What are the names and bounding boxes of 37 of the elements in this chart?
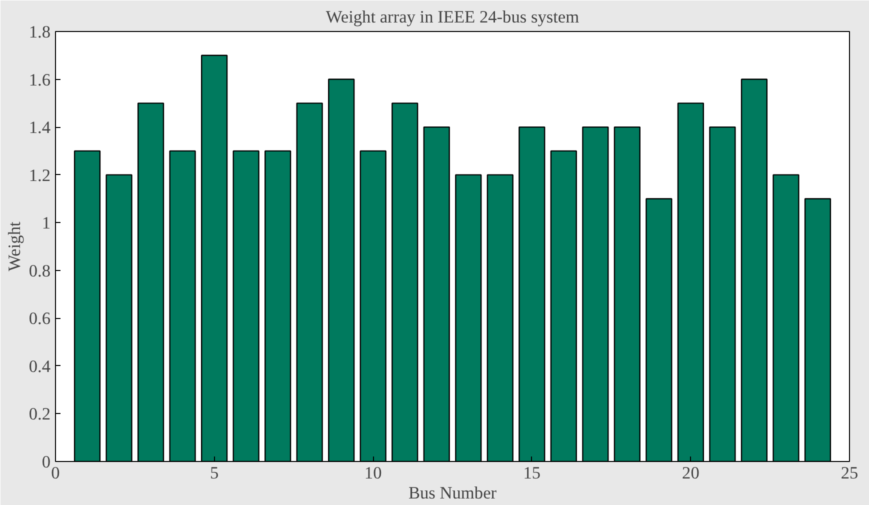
y-tick-label: 1 [42, 214, 51, 233]
bar [582, 126, 609, 462]
bar [423, 126, 450, 462]
x-tick-label: 10 [364, 464, 382, 482]
bar [740, 78, 768, 462]
x-axis-title: Bus Number [408, 484, 497, 502]
y-tick-label: 1.2 [28, 166, 51, 185]
bar [169, 150, 196, 462]
bar [550, 150, 577, 462]
x-tick-label: 20 [682, 464, 700, 482]
bar [804, 198, 832, 462]
x-tick-label: 5 [210, 464, 219, 482]
bar [328, 78, 355, 462]
bar [74, 150, 101, 462]
bar [646, 198, 672, 462]
y-tick-label: 1.6 [28, 70, 51, 90]
bar [264, 150, 292, 462]
bar [392, 102, 418, 462]
bar [296, 102, 323, 462]
chart-title: Weight array in IEEE 24-bus system [326, 8, 580, 26]
bar [232, 150, 260, 462]
x-tick-label: 15 [523, 464, 541, 482]
y-axis-title: Weight [4, 222, 24, 272]
y-tick-label: 0.8 [28, 261, 51, 280]
bar [486, 174, 514, 462]
y-tick-label: 1.4 [28, 118, 51, 138]
bar [137, 102, 164, 462]
y-tick-label: 0.2 [28, 404, 51, 424]
bar [709, 126, 736, 462]
bar [455, 174, 482, 462]
bar [772, 174, 800, 462]
y-tick-label: 0.6 [28, 309, 51, 328]
y-tick-label: 0.4 [28, 356, 51, 376]
x-tick-label: 25 [840, 464, 858, 482]
y-tick-label: 1.8 [28, 22, 51, 42]
bar [106, 174, 132, 462]
bar [614, 126, 640, 462]
